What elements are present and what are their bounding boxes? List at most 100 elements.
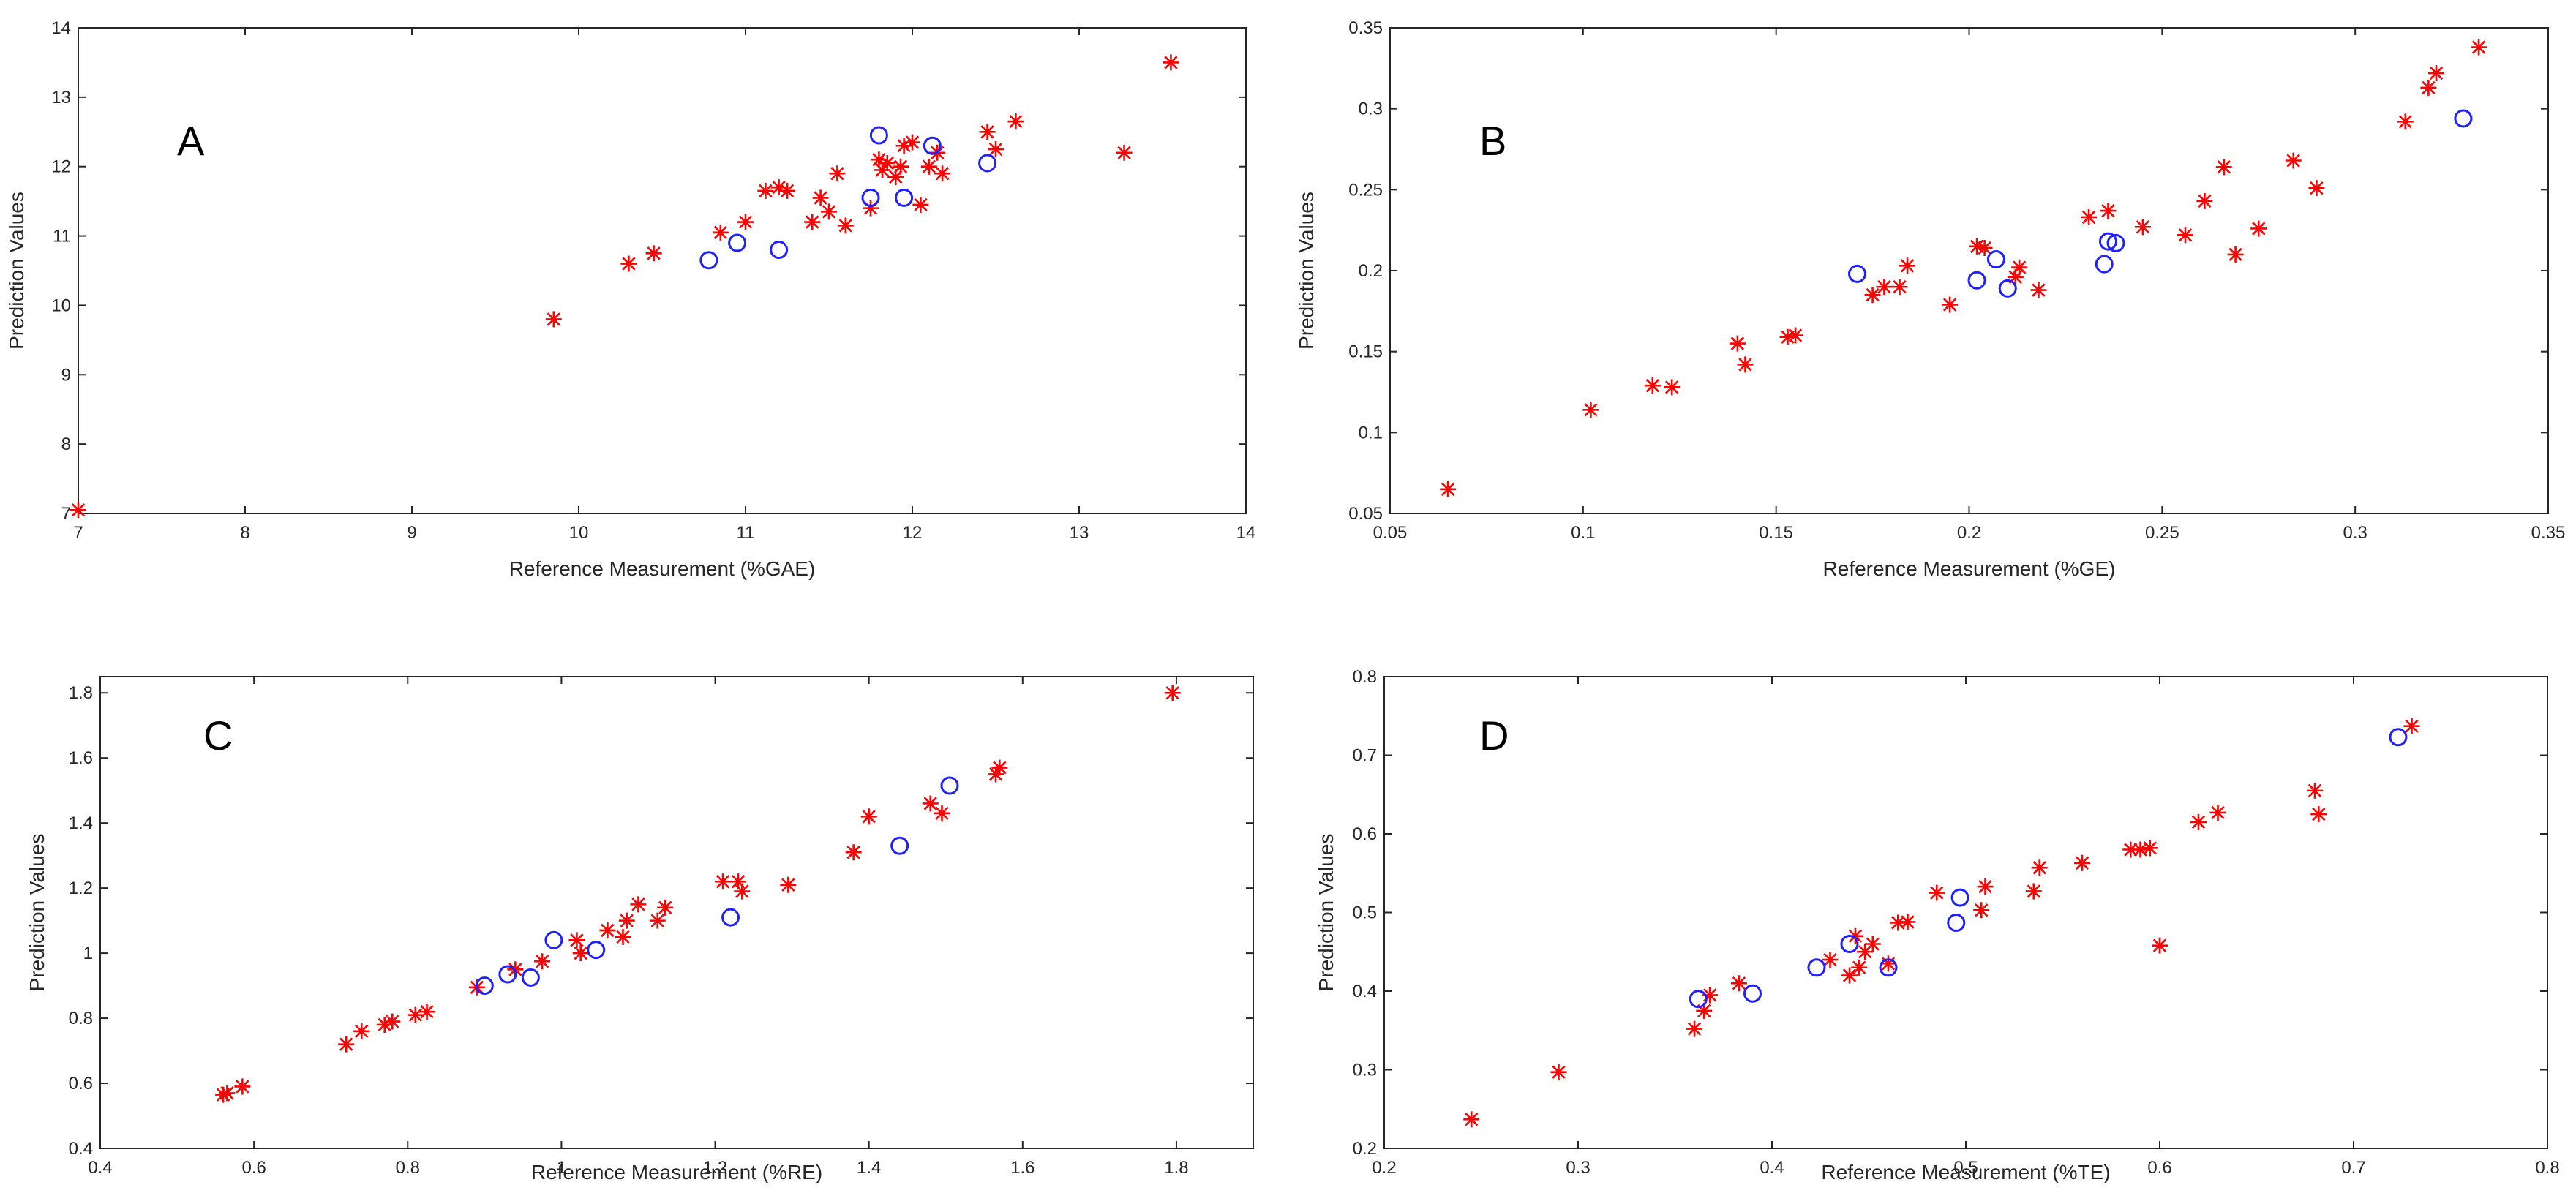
calibration-point	[1864, 287, 1881, 304]
calibration-point	[934, 165, 951, 182]
x-tick-label: 0.7	[2341, 1158, 2365, 1178]
calibration-point	[534, 953, 551, 970]
y-tick-label: 0.7	[1353, 746, 1377, 766]
y-tick-label: 1.2	[69, 878, 93, 898]
calibration-point	[215, 1086, 232, 1103]
calibration-point	[912, 196, 929, 213]
x-tick-label: 1.4	[857, 1158, 881, 1178]
calibration-point	[821, 203, 837, 220]
calibration-point	[829, 165, 846, 182]
validation-point	[890, 836, 909, 855]
y-tick-label: 0.5	[1353, 903, 1377, 923]
y-axis-label: Prediction Values	[1315, 834, 1337, 992]
calibration-point	[874, 162, 890, 178]
calibration-point	[779, 182, 795, 199]
y-tick-label: 13	[51, 88, 71, 108]
validation-point	[895, 188, 914, 207]
calibration-point	[1550, 1064, 1567, 1080]
calibration-point	[1880, 955, 1896, 972]
calibration-point	[860, 808, 877, 825]
calibration-point	[615, 928, 631, 945]
calibration-point	[770, 179, 787, 196]
calibration-point	[2007, 268, 2024, 285]
calibration-point	[2011, 259, 2028, 276]
calibration-point	[2025, 883, 2042, 900]
validation-point	[498, 965, 517, 984]
calibration-point	[2420, 79, 2437, 96]
calibration-point	[2132, 841, 2149, 858]
calibration-point	[2397, 113, 2414, 130]
calibration-point	[376, 1016, 393, 1033]
calibration-point	[1977, 878, 1994, 895]
y-tick-label: 0.4	[1353, 982, 1377, 1001]
calibration-point	[2152, 937, 2168, 954]
calibration-point	[1899, 914, 1916, 930]
y-tick-label: 0.05	[1348, 504, 1383, 524]
validation-point	[940, 776, 959, 795]
validation-point	[1879, 958, 1898, 977]
calibration-point	[338, 1036, 355, 1053]
x-tick-label: 0.25	[2145, 523, 2179, 543]
calibration-point	[904, 134, 920, 151]
calibration-point	[1664, 379, 1681, 396]
calibration-point	[572, 945, 589, 962]
x-tick-label: 0.8	[396, 1158, 420, 1178]
calibration-point	[988, 766, 1005, 783]
validation-point	[1847, 264, 1866, 283]
validation-point	[2098, 232, 2117, 251]
x-tick-label: 12	[903, 523, 923, 543]
calibration-point	[2141, 840, 2158, 857]
calibration-point	[353, 1023, 370, 1039]
validation-point	[861, 188, 880, 207]
calibration-point	[2285, 152, 2302, 169]
y-tick-label: 11	[53, 227, 71, 246]
validation-point	[521, 968, 540, 987]
plot-frame	[78, 27, 1247, 514]
calibration-point	[2134, 219, 2151, 236]
y-axis-label: Prediction Values	[1295, 192, 1318, 350]
validation-point	[869, 126, 888, 145]
calibration-point	[712, 224, 729, 241]
y-tick-label: 7	[61, 504, 71, 524]
validation-point	[978, 154, 997, 173]
calibration-point	[1851, 959, 1868, 976]
x-tick-label: 0.15	[1759, 523, 1793, 543]
calibration-point	[568, 932, 585, 949]
panel-letter: B	[1479, 118, 1506, 164]
calibration-point	[2308, 180, 2325, 197]
calibration-point	[2177, 227, 2193, 244]
x-tick-label: 9	[407, 523, 416, 543]
calibration-point	[804, 214, 821, 230]
calibration-point	[545, 311, 562, 328]
calibration-point	[934, 805, 950, 821]
calibration-point	[2227, 246, 2244, 263]
panel-b: 0.05 0.1 0.15 0.2 0.25 0.3 0.35 0.05 0.1 0.15 0.2 0…	[1295, 18, 2565, 580]
calibration-point	[1702, 987, 1719, 1004]
calibration-point	[1973, 902, 1990, 919]
calibration-point	[920, 158, 937, 175]
y-tick-label: 0.3	[1359, 99, 1383, 119]
calibration-point	[2122, 841, 2139, 858]
calibration-point	[1876, 279, 1893, 296]
calibration-point	[1164, 685, 1181, 701]
x-tick-label: 0.4	[88, 1158, 112, 1178]
validation-point	[1950, 888, 1969, 907]
calibration-point	[1929, 884, 1945, 901]
calibration-point	[2310, 806, 2327, 823]
calibration-point	[1969, 238, 1986, 255]
calibration-point	[1857, 944, 1874, 960]
calibration-point	[1116, 144, 1133, 161]
validation-point	[699, 251, 718, 270]
validation-point	[1967, 271, 1986, 290]
calibration-point	[1582, 402, 1599, 418]
calibration-point	[2403, 718, 2420, 734]
x-tick-label: 1	[557, 1158, 566, 1178]
calibration-point	[2307, 782, 2323, 799]
calibration-point	[645, 245, 662, 262]
y-tick-label: 0.4	[69, 1139, 93, 1159]
panel-d: 0.2 0.3 0.4 0.5 0.6 0.7 0.8 0.2 0.3 0.4 0.5 0.6 0.7 0…	[1315, 667, 2560, 1183]
x-tick-label: 10	[569, 523, 589, 543]
x-tick-label: 14	[1236, 523, 1256, 543]
x-tick-label: 8	[240, 523, 249, 543]
calibration-point	[2215, 159, 2232, 176]
